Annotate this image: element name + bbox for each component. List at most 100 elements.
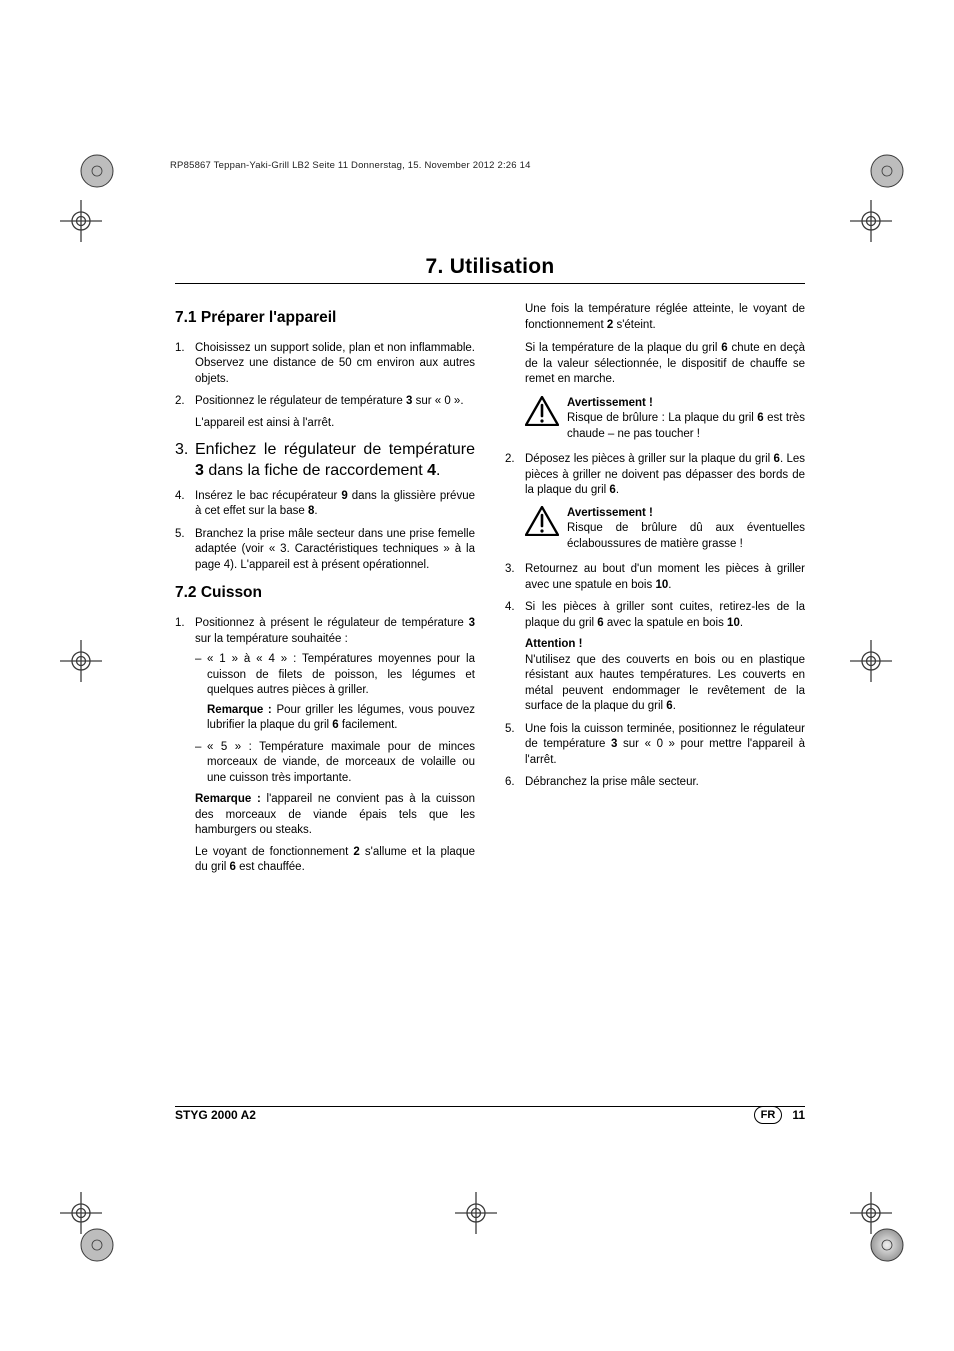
part-reference: 4	[427, 462, 436, 479]
page-number: 11	[792, 1108, 805, 1122]
text-run: dans la fiche de raccordement	[204, 462, 427, 479]
note-label: Remarque :	[207, 704, 272, 716]
corner-disc-icon	[78, 152, 116, 190]
registration-mark-icon	[60, 640, 102, 682]
warning-text: Avertissement ! Risque de brûlure dû aux…	[567, 506, 805, 553]
prepare-list: 1. Choisissez un support solide, plan et…	[175, 341, 475, 573]
item-number: 3.	[505, 562, 525, 593]
attention-block: Attention ! N'utilisez que des couverts …	[525, 637, 805, 715]
warning-text: Avertissement ! Risque de brûlure : La p…	[567, 396, 805, 443]
list-item: 2. Déposez les pièces à griller sur la p…	[505, 452, 805, 499]
text-run: Positionnez à présent le régulateur de t…	[195, 617, 469, 629]
registration-mark-icon	[455, 1192, 497, 1234]
list-item: 1. Positionnez à présent le régulateur d…	[175, 616, 475, 876]
list-item: 5. Branchez la prise mâle secteur dans u…	[175, 527, 475, 574]
text-run: avec la spatule en bois	[604, 617, 727, 629]
list-item-large: 3. Enfichez le régulateur de température…	[175, 439, 475, 482]
item-number: 1.	[175, 341, 195, 388]
item-number: 4.	[505, 600, 525, 715]
registration-mark-icon	[60, 200, 102, 242]
page-body: 7. Utilisation 7.1 Préparer l'appareil 1…	[175, 255, 805, 883]
note-label: Remarque :	[195, 793, 261, 805]
title-rule	[175, 283, 805, 284]
item-number: 5.	[175, 527, 195, 574]
warning-triangle-icon	[525, 396, 559, 426]
cooking-list-cont2: 3. Retournez au bout d'un moment les piè…	[505, 562, 805, 791]
part-reference: 10	[655, 579, 668, 591]
item-text: Positionnez à présent le régulateur de t…	[195, 616, 475, 876]
corner-disc-icon	[868, 152, 906, 190]
text-run: Insérez le bac récupérateur	[195, 490, 341, 502]
continuation-paragraph: Une fois la température réglée atteinte,…	[525, 302, 805, 333]
text-run: Risque de brûlure : La plaque du gril	[567, 412, 757, 424]
cooking-list: 1. Positionnez à présent le régulateur d…	[175, 616, 475, 876]
item-text: Branchez la prise mâle secteur dans une …	[195, 527, 475, 574]
dash-marker: –	[195, 740, 207, 787]
text-run: Enfichez le régulateur de température	[195, 441, 475, 458]
text-run: Déposez les pièces à griller sur la plaq…	[525, 453, 774, 465]
corner-disc-icon	[868, 1226, 906, 1264]
sublist-text: « 5 » : Température maximale pour de min…	[207, 740, 475, 787]
text-run: .	[668, 579, 671, 591]
chapter-title: 7. Utilisation	[175, 255, 805, 279]
part-reference: 3	[195, 462, 204, 479]
sublist-item: – « 5 » : Température maximale pour de m…	[195, 740, 475, 787]
text-run: Si la température de la plaque du gril	[525, 342, 721, 354]
dash-marker: –	[195, 652, 207, 734]
text-run: « 1 » à « 4 » : Températures moyennes po…	[207, 653, 475, 696]
registration-mark-icon	[850, 200, 892, 242]
page-footer: STYG 2000 A2 FR 11	[175, 1106, 805, 1124]
item-number: 4.	[175, 489, 195, 520]
list-item: 5. Une fois la cuisson terminée, positio…	[505, 722, 805, 769]
text-run: .	[740, 617, 743, 629]
sublist: – « 1 » à « 4 » : Températures moyennes …	[195, 652, 475, 786]
text-run: .	[314, 505, 317, 517]
item-number: 5.	[505, 722, 525, 769]
warning-triangle-icon	[525, 506, 559, 536]
registration-mark-icon	[850, 640, 892, 682]
item-text: Choisissez un support solide, plan et no…	[195, 341, 475, 388]
text-run: Positionnez le régulateur de température	[195, 395, 406, 407]
item-subtext: Le voyant de fonctionnement 2 s'allume e…	[195, 845, 475, 876]
section-7-2-title: 7.2 Cuisson	[175, 583, 475, 604]
item-text: Déposez les pièces à griller sur la plaq…	[525, 452, 805, 499]
sublist-text: « 1 » à « 4 » : Températures moyennes po…	[207, 652, 475, 734]
list-item: 3. Retournez au bout d'un moment les piè…	[505, 562, 805, 593]
item-number: 6.	[505, 775, 525, 791]
model-number: STYG 2000 A2	[175, 1108, 256, 1122]
print-header-meta: RP85867 Teppan-Yaki-Grill LB2 Seite 11 D…	[170, 160, 531, 171]
list-item: 4. Insérez le bac récupérateur 9 dans la…	[175, 489, 475, 520]
item-number: 2.	[505, 452, 525, 499]
text-run: .	[673, 700, 676, 712]
item-text: Enfichez le régulateur de température 3 …	[195, 439, 475, 482]
left-column: 7.1 Préparer l'appareil 1. Choisissez un…	[175, 302, 475, 883]
text-run: s'éteint.	[613, 319, 655, 331]
warning-title: Avertissement !	[567, 507, 653, 519]
sublist-item: – « 1 » à « 4 » : Températures moyennes …	[195, 652, 475, 734]
text-run: .	[436, 462, 440, 479]
item-text: Positionnez le régulateur de température…	[195, 394, 475, 431]
item-text: Retournez au bout d'un moment les pièces…	[525, 562, 805, 593]
item-number: 1.	[175, 616, 195, 876]
continuation-paragraph: Si la température de la plaque du gril 6…	[525, 341, 805, 388]
item-subtext: L'appareil est ainsi à l'arrêt.	[195, 416, 475, 432]
text-run: Une fois la température réglée atteinte,…	[525, 303, 805, 331]
text-run: est chauffée.	[236, 861, 305, 873]
list-item: 4. Si les pièces à griller sont cuites, …	[505, 600, 805, 715]
part-reference: 3	[469, 617, 475, 629]
warning-title: Avertissement !	[567, 397, 653, 409]
list-item: 6. Débranchez la prise mâle secteur.	[505, 775, 805, 791]
item-text: Insérez le bac récupérateur 9 dans la gl…	[195, 489, 475, 520]
text-run: Le voyant de fonctionnement	[195, 846, 353, 858]
text-run: N'utilisez que des couverts en bois ou e…	[525, 654, 805, 713]
language-badge: FR	[754, 1106, 783, 1124]
item-text: Si les pièces à griller sont cuites, ret…	[525, 600, 805, 715]
list-item: 1. Choisissez un support solide, plan et…	[175, 341, 475, 388]
text-run: sur la température souhaitée :	[195, 633, 348, 645]
attention-title: Attention !	[525, 638, 582, 650]
item-text: Une fois la cuisson terminée, positionne…	[525, 722, 805, 769]
section-7-1-title: 7.1 Préparer l'appareil	[175, 308, 475, 329]
warning-block: Avertissement ! Risque de brûlure dû aux…	[525, 506, 805, 553]
item-number: 3.	[175, 439, 195, 482]
text-run: .	[616, 484, 619, 496]
